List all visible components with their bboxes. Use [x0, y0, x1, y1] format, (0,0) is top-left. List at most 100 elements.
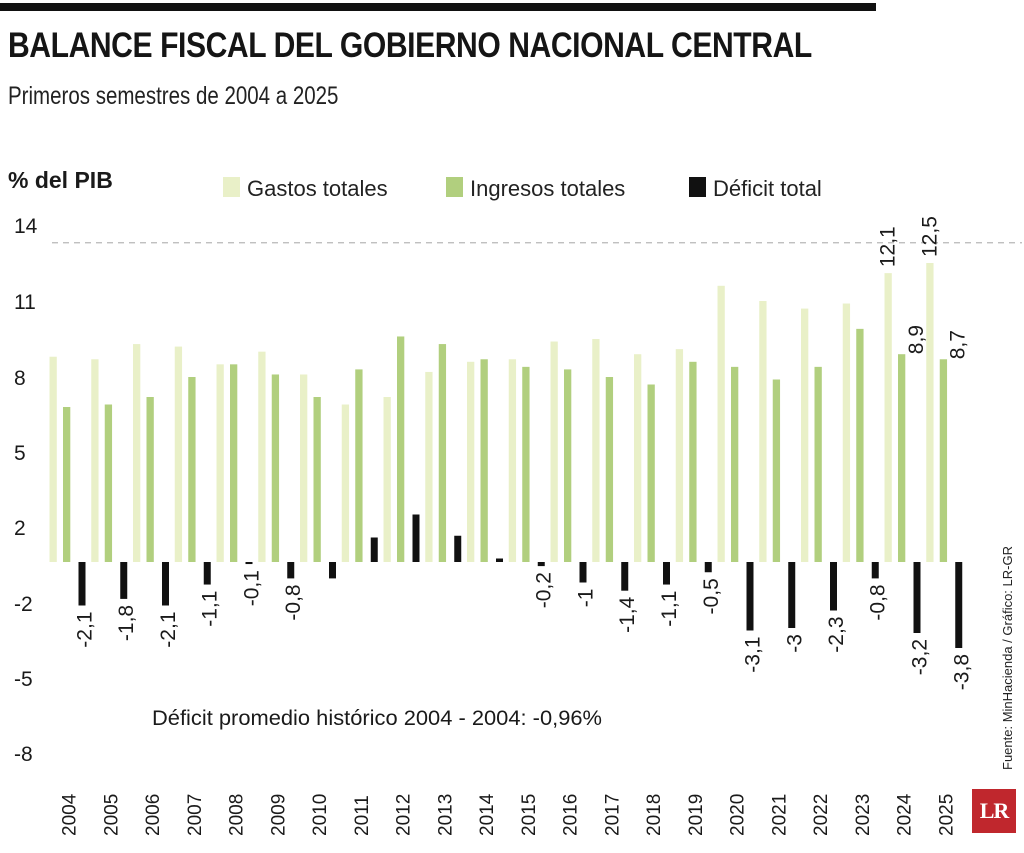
data-label-deficit: -2,1 — [157, 612, 180, 648]
y-axis-label: % del PIB — [8, 167, 113, 193]
x-tick-label: 2009 — [268, 794, 289, 836]
bar-ingresos — [271, 374, 280, 562]
bar-gastos — [133, 344, 141, 562]
bar-deficit — [955, 562, 963, 648]
x-tick-label: 2021 — [769, 794, 790, 836]
legend-swatch — [689, 177, 706, 197]
bar-gastos — [717, 285, 725, 562]
bar-deficit — [788, 562, 796, 628]
bar-gastos — [675, 349, 684, 562]
bar-gastos — [842, 303, 851, 562]
bar-ingresos — [480, 359, 488, 562]
bar-deficit — [454, 535, 462, 562]
bar-deficit — [663, 562, 670, 585]
bar-ingresos — [355, 369, 363, 562]
data-label-deficit: -3,2 — [909, 639, 932, 675]
bar-gastos — [174, 346, 183, 562]
bar-ingresos — [856, 328, 864, 562]
bar-gastos — [884, 273, 892, 562]
data-label-deficit: -1 — [575, 589, 598, 608]
y-tick-label: -2 — [14, 593, 33, 616]
bar-deficit — [287, 562, 295, 579]
x-tick-label: 2024 — [895, 793, 916, 836]
x-tick-label: 2023 — [853, 794, 874, 836]
average-deficit-annotation: Déficit promedio histórico 2004 - 2004: … — [152, 707, 602, 730]
x-tick-label: 2004 — [60, 793, 81, 836]
x-tick-label: 2015 — [519, 794, 540, 836]
legend-label: Gastos totales — [247, 176, 388, 201]
bar-deficit — [370, 537, 378, 562]
data-label-deficit: -0,8 — [867, 584, 890, 620]
bar-ingresos — [939, 359, 948, 562]
bar-deficit — [203, 562, 211, 585]
bar-deficit — [871, 562, 879, 579]
bar-gastos — [425, 371, 433, 562]
data-label-deficit: -1,4 — [616, 596, 639, 633]
bar-gastos — [592, 339, 600, 562]
x-tick-label: 2012 — [394, 794, 415, 836]
bar-ingresos — [689, 361, 697, 562]
bar-deficit — [329, 562, 336, 579]
data-label-deficit: -0,2 — [533, 572, 556, 608]
bar-deficit — [162, 562, 169, 606]
bar-ingresos — [313, 397, 321, 562]
bar-gastos — [49, 356, 57, 562]
x-tick-label: 2013 — [435, 794, 456, 836]
bar-deficit — [579, 562, 587, 583]
x-tick-label: 2007 — [185, 794, 206, 836]
y-tick-label: -8 — [14, 743, 33, 766]
source-note: Fuente: MinHacienda / Gráfico: LR-GR — [1000, 546, 1015, 770]
chart-subtitle: Primeros semestres de 2004 a 2025 — [8, 82, 339, 110]
bar-ingresos — [564, 369, 572, 562]
x-tick-label: 2022 — [811, 794, 832, 836]
x-tick-label: 2014 — [477, 793, 498, 836]
data-label-deficit: -1,8 — [115, 605, 138, 641]
bar-gastos — [634, 354, 642, 562]
bar-deficit — [746, 562, 754, 631]
y-tick-label: 5 — [14, 442, 26, 465]
lr-logo: LR — [972, 789, 1016, 833]
bar-ingresos — [647, 384, 655, 562]
bar-gastos — [926, 263, 934, 562]
data-label-deficit: -1,1 — [199, 591, 222, 627]
bar-gastos — [801, 308, 809, 562]
x-tick-label: 2008 — [227, 794, 248, 836]
data-label-deficit: -1,1 — [658, 591, 681, 627]
bar-ingresos — [104, 404, 113, 562]
bar-ingresos — [230, 364, 238, 562]
x-tick-label: 2018 — [644, 794, 665, 836]
bar-deficit — [412, 514, 420, 562]
x-tick-label: 2017 — [602, 794, 623, 836]
x-tick-label: 2005 — [101, 794, 122, 836]
bar-gastos — [216, 364, 224, 562]
top-rule — [0, 3, 876, 11]
y-tick-label: 11 — [14, 291, 36, 314]
bar-ingresos — [814, 366, 822, 562]
legend-label: Ingresos totales — [470, 176, 625, 201]
bar-deficit — [78, 562, 86, 606]
x-tick-label: 2019 — [686, 794, 707, 836]
bar-ingresos — [397, 336, 405, 562]
bar-ingresos — [522, 366, 530, 562]
bar-ingresos — [731, 366, 739, 562]
bar-deficit — [913, 562, 921, 633]
bar-ingresos — [438, 344, 447, 562]
x-tick-label: 2025 — [936, 794, 957, 836]
bar-deficit — [496, 558, 503, 562]
bar-gastos — [759, 301, 767, 562]
bar-ingresos — [188, 377, 196, 562]
legend-label: Déficit total — [713, 176, 822, 201]
data-label-ingresos: 8,7 — [947, 330, 970, 359]
bar-gastos — [91, 359, 99, 562]
bar-gastos — [467, 361, 475, 562]
data-label-ingresos: 8,9 — [905, 325, 928, 354]
data-label-deficit: -3,8 — [950, 654, 973, 690]
bar-gastos — [258, 351, 266, 562]
data-label-gastos: 12,5 — [918, 216, 941, 257]
y-tick-label: -5 — [14, 668, 33, 691]
legend-swatch — [446, 177, 463, 197]
data-label-deficit: -3 — [783, 634, 806, 653]
x-tick-label: 2020 — [728, 794, 749, 836]
bar-gastos — [550, 341, 558, 562]
